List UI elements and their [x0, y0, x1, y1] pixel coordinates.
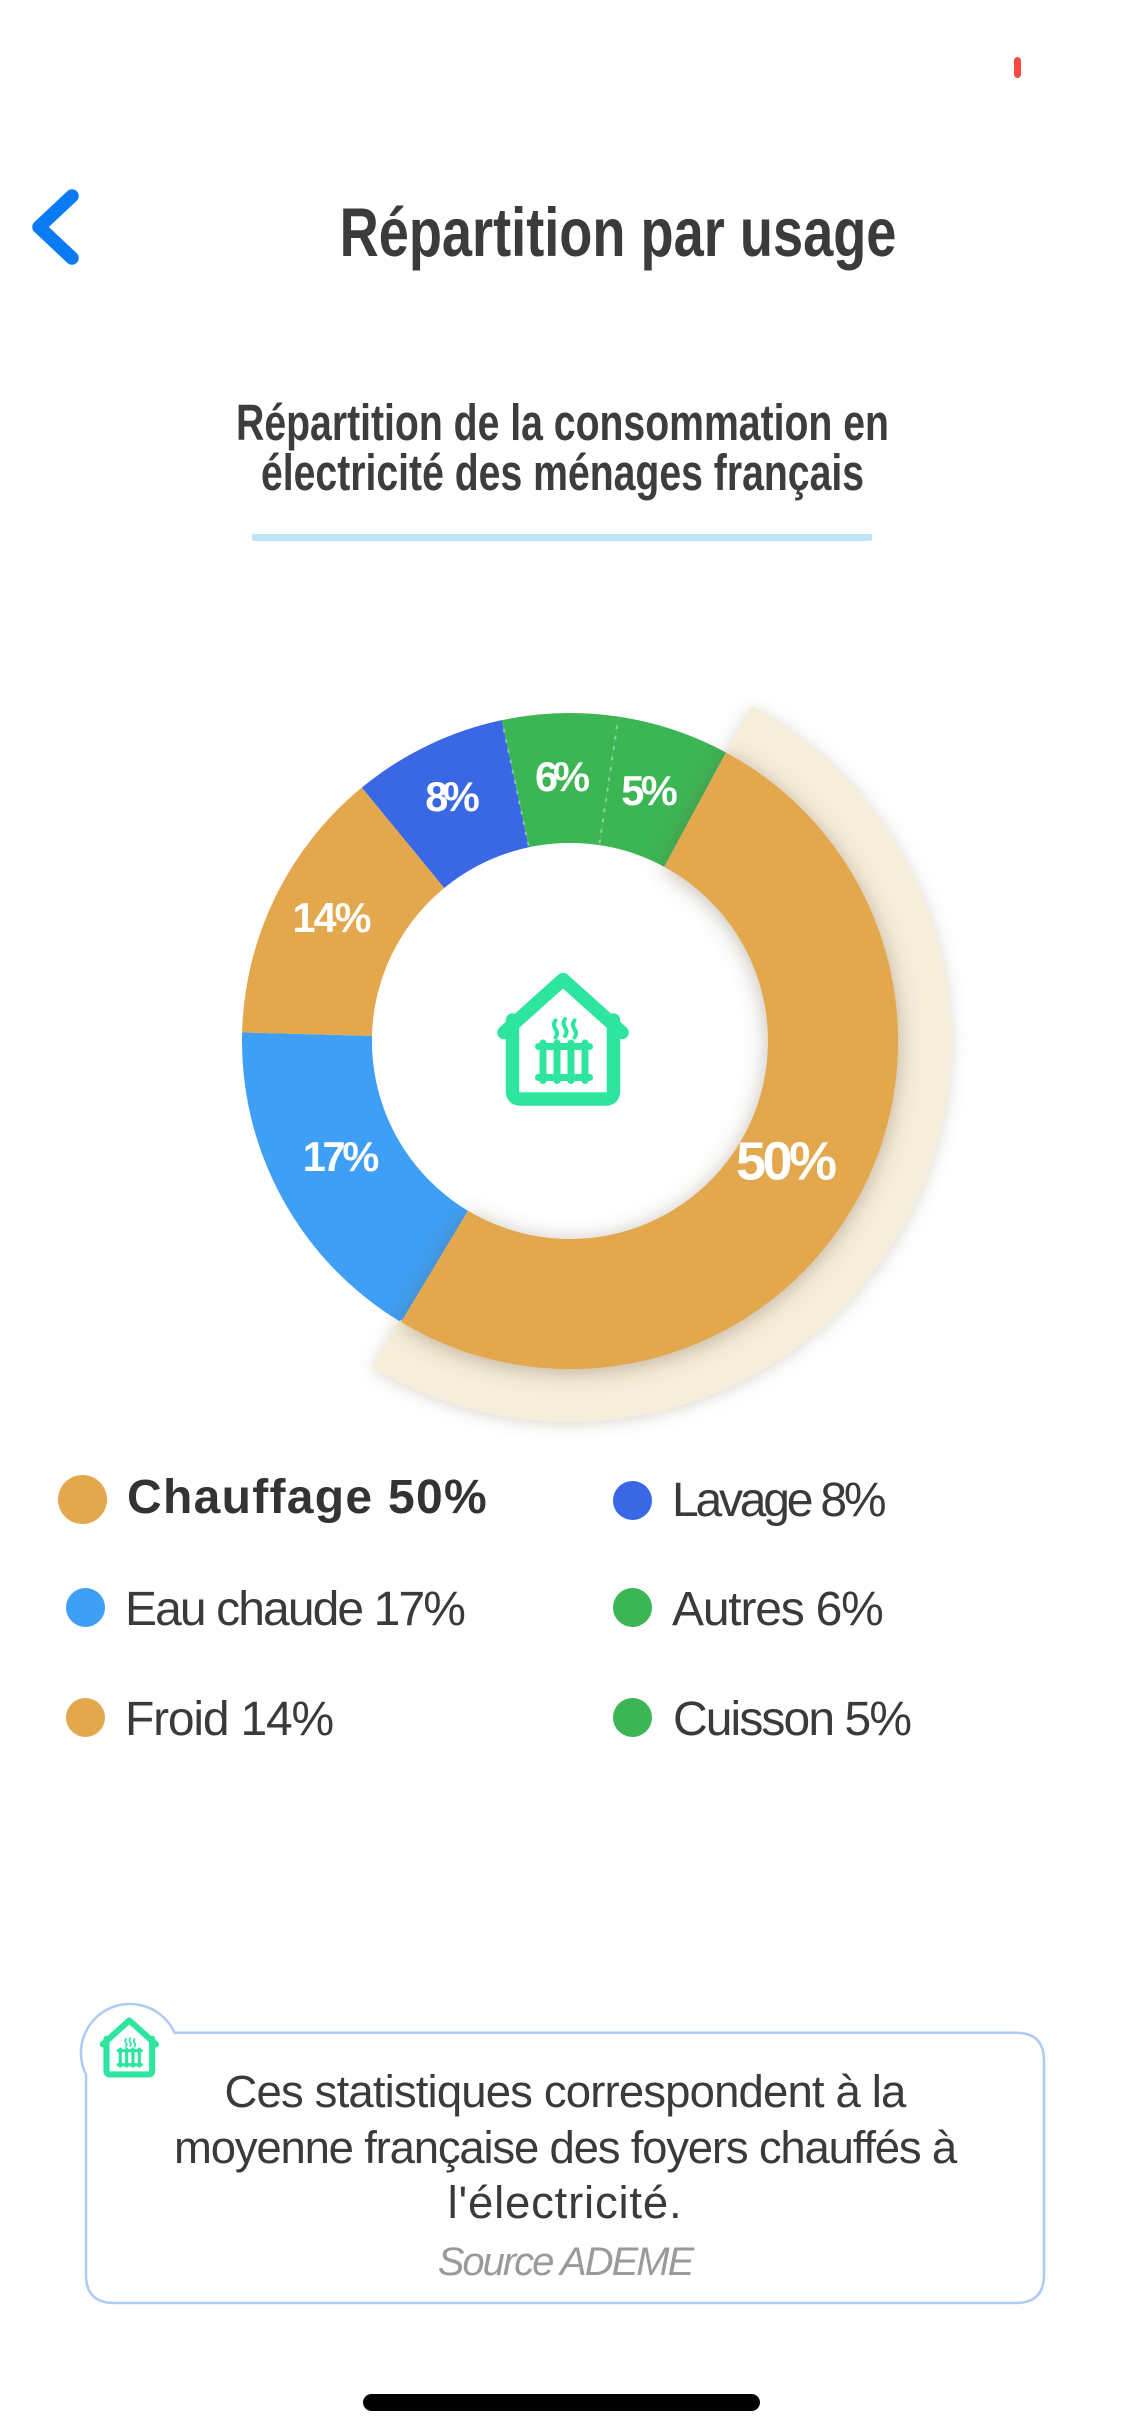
svg-text:5%: 5% [621, 767, 678, 814]
svg-text:14%: 14% [293, 894, 372, 941]
svg-text:50%: 50% [736, 1132, 837, 1192]
svg-text:6%: 6% [535, 753, 590, 800]
svg-text:8%: 8% [425, 773, 480, 820]
svg-text:17%: 17% [303, 1133, 380, 1180]
